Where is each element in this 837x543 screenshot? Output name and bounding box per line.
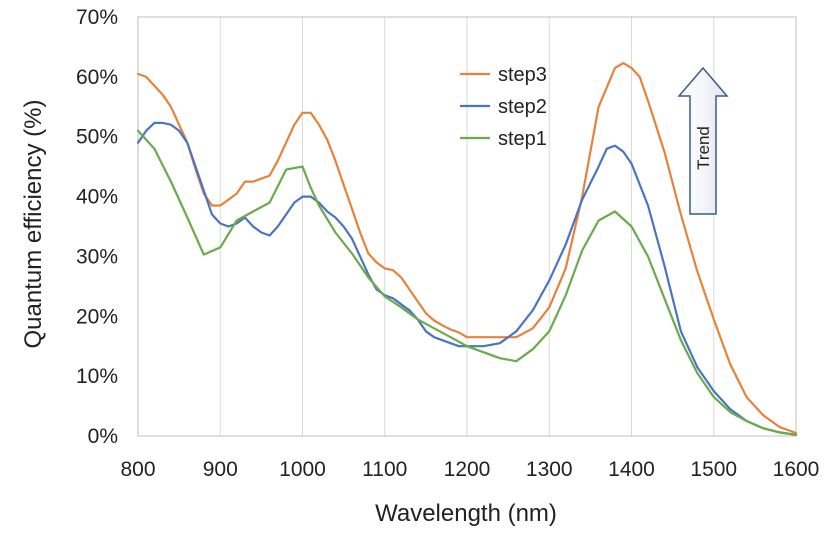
y-tick-label: 10%: [76, 365, 118, 388]
x-tick-label: 1200: [444, 458, 491, 481]
x-tick-label: 900: [203, 458, 238, 481]
legend-label-step2: step2: [498, 96, 547, 118]
x-tick-label: 1300: [526, 458, 573, 481]
y-tick-label: 20%: [76, 305, 118, 328]
legend: step3 step2 step1: [460, 64, 547, 150]
y-tick-label: 60%: [76, 66, 118, 89]
legend-label-step1: step1: [498, 128, 547, 150]
y-axis-title: Quantum efficiency (%): [20, 100, 47, 349]
y-tick-label: 30%: [76, 245, 118, 268]
x-tick-label: 1000: [279, 458, 326, 481]
series-line-step3: [136, 61, 798, 435]
x-tick-label: 1500: [690, 458, 737, 481]
y-tick-label: 70%: [76, 6, 118, 29]
y-tick-label: 50%: [76, 126, 118, 149]
trend-label: Trend: [694, 126, 713, 170]
trend-up-arrow-icon: [677, 66, 729, 215]
y-tick-label: 0%: [88, 425, 118, 448]
y-axis-ticks: 0% 10% 20% 30% 40% 50% 60% 70%: [76, 6, 118, 448]
series-lines: [136, 61, 798, 436]
x-tick-label: 800: [120, 458, 155, 481]
x-tick-label: 1400: [608, 458, 655, 481]
x-tick-label: 1100: [362, 458, 407, 481]
series-line-step2: [136, 121, 798, 436]
plot-frame: [137, 16, 797, 437]
trend-annotation: Trend: [677, 66, 729, 215]
y-tick-label: 40%: [76, 186, 118, 209]
legend-label-step3: step3: [498, 64, 547, 86]
x-tick-label: 1600: [773, 458, 820, 481]
series-line-step1: [136, 129, 798, 436]
x-axis-ticks: 800 900 1000 1100 1200 1300 1400 1500 1600: [120, 458, 819, 481]
x-axis-title: Wavelength (nm): [375, 500, 557, 527]
